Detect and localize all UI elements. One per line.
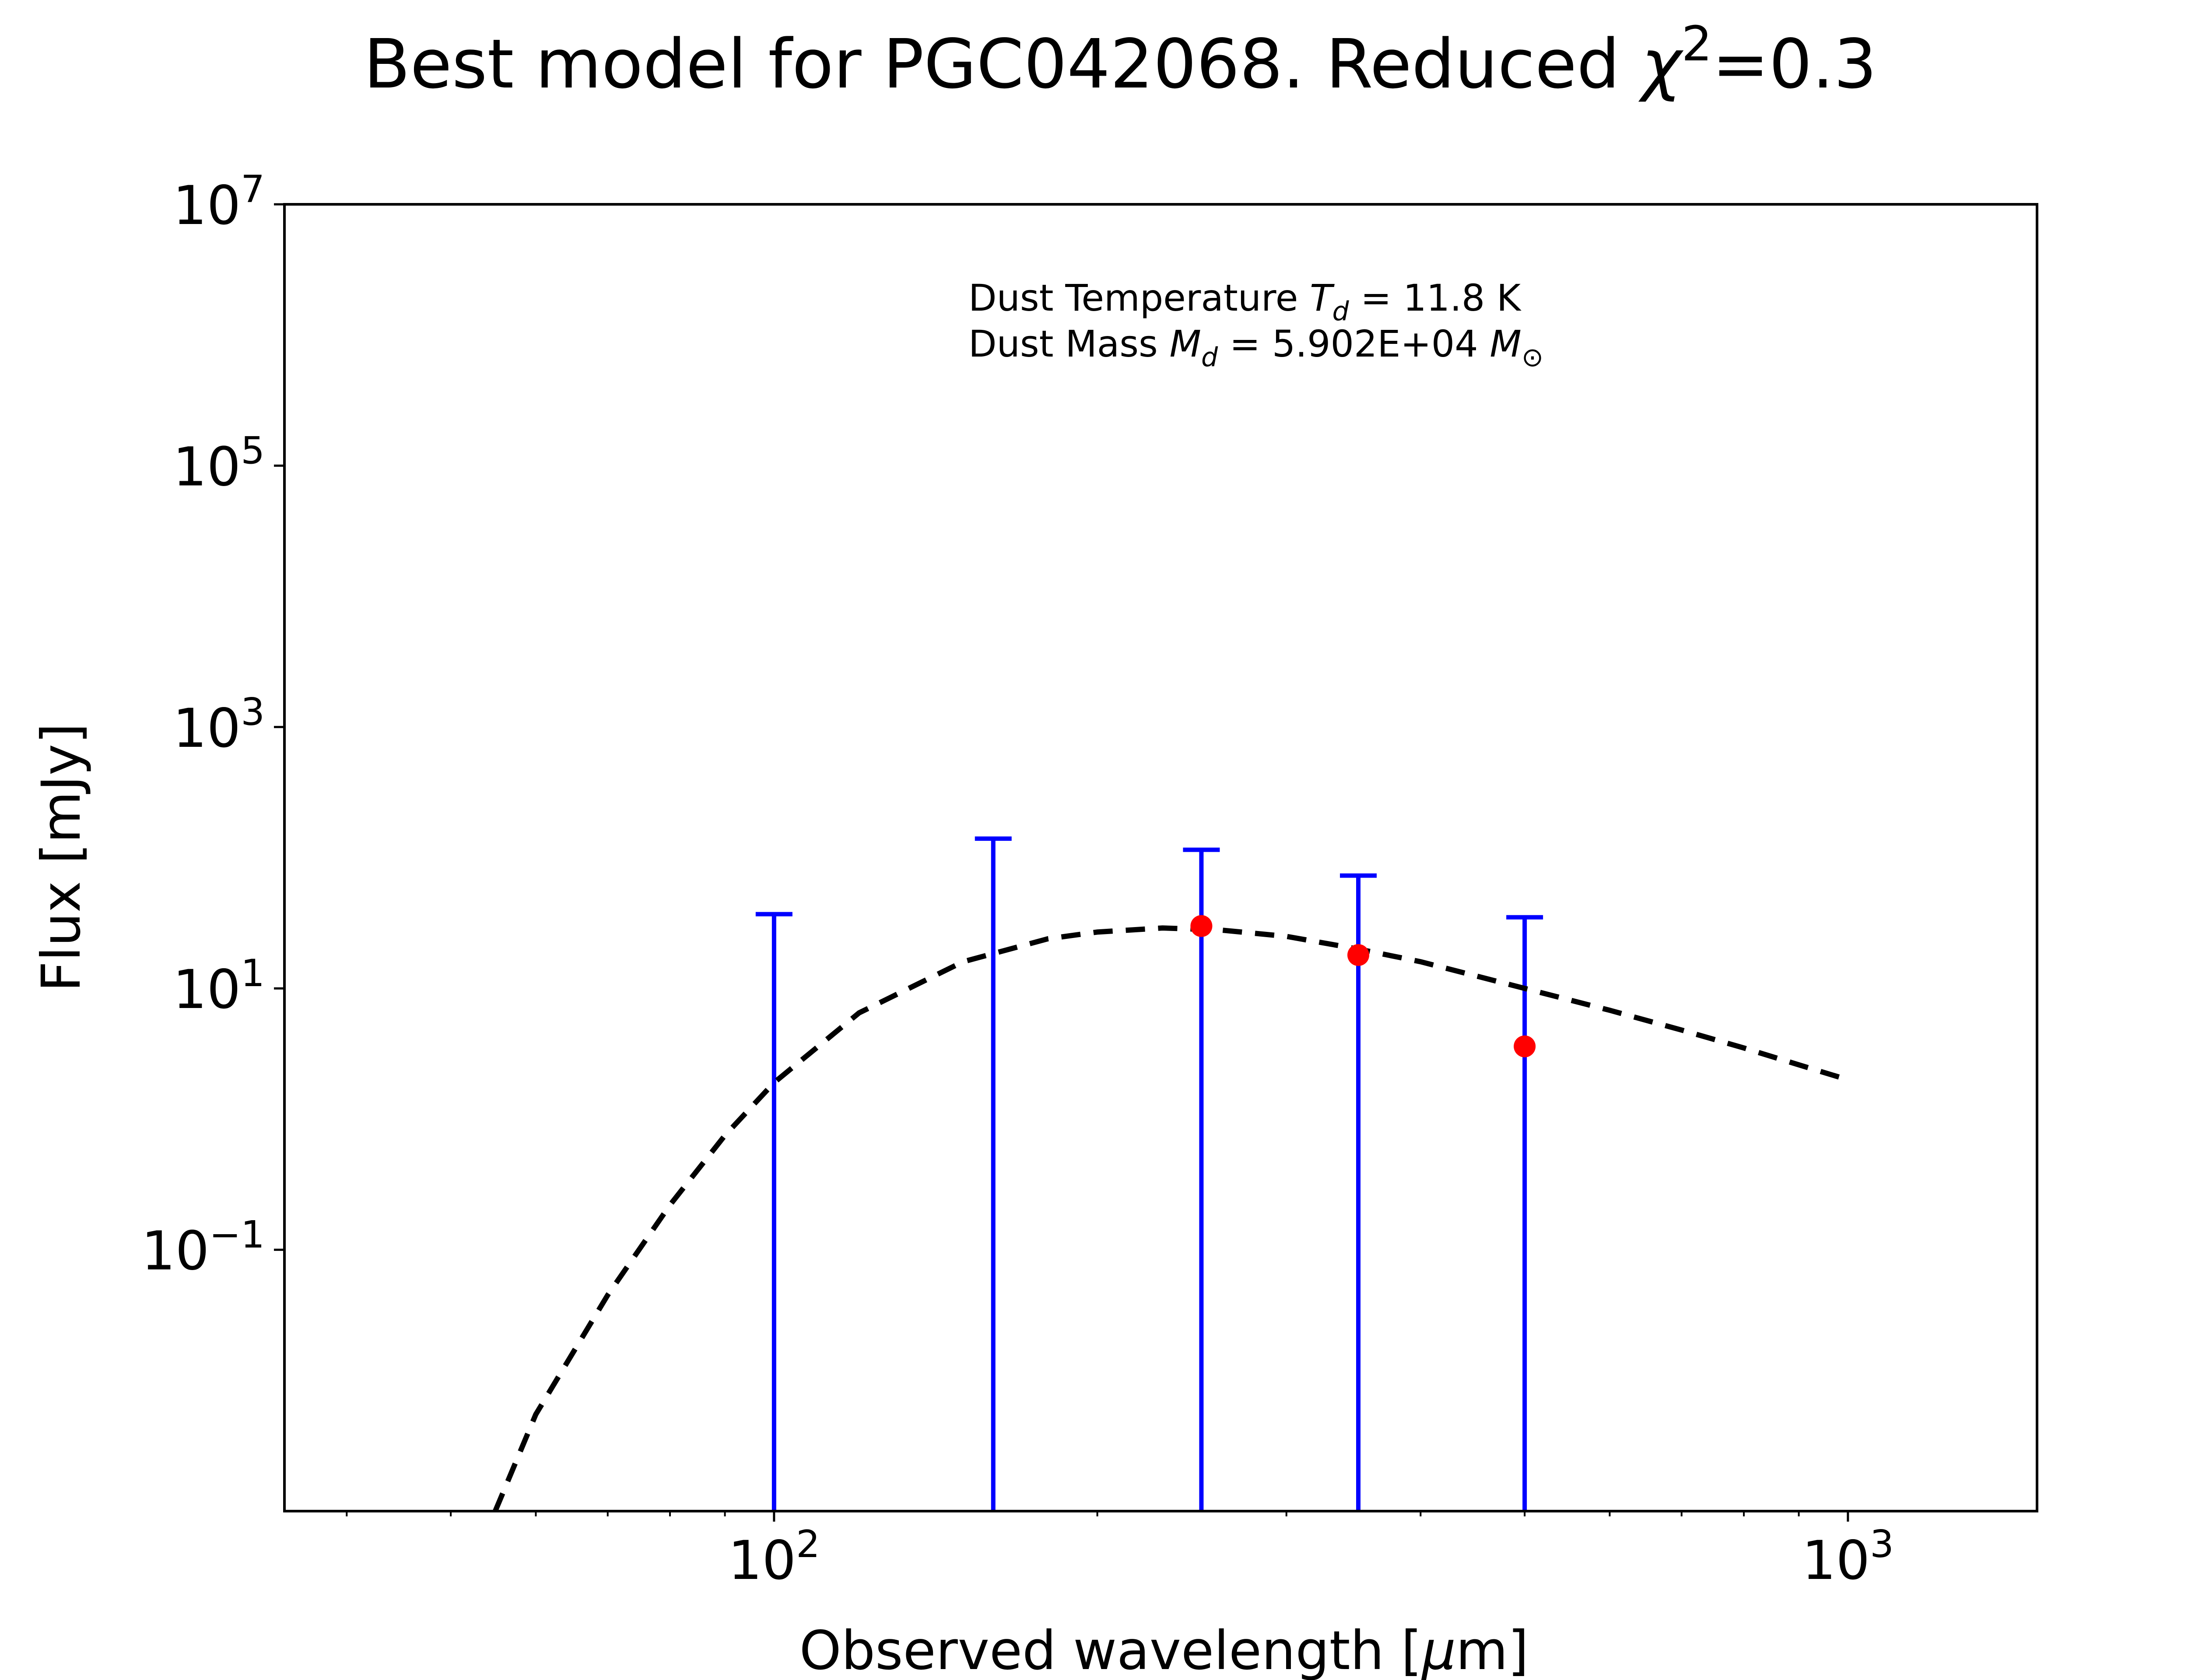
y-tick-label: 107: [173, 168, 265, 237]
model-curve: [493, 925, 1849, 1512]
dust-temperature-annotation: Dust Temperature Td = 11.8 K: [968, 276, 1522, 327]
plot-frame: [283, 203, 2038, 1512]
plot-area: [493, 836, 1849, 1512]
upper-limit-errorbar: [1183, 847, 1220, 1511]
y-tick-label: 10−1: [141, 1213, 265, 1282]
upper-limit-errorbar: [755, 912, 792, 1511]
y-tick-label: 105: [173, 429, 265, 498]
y-axis-label: Flux [mJy]: [30, 723, 92, 992]
y-tick-label: 101: [173, 952, 265, 1021]
y-tick-label: 103: [173, 690, 265, 760]
x-axis-label: Observed wavelength [μm]: [799, 1620, 1529, 1680]
x-tick-label: 103: [1802, 1522, 1894, 1592]
upper-limit-errorbar: [1506, 915, 1543, 1511]
flux-point: [1347, 944, 1370, 966]
upper-limit-errorbar: [1340, 873, 1377, 1511]
dust-mass-annotation: Dust Mass Md = 5.902E+04 M⊙: [968, 322, 1543, 373]
flux-point: [1190, 915, 1213, 937]
x-tick-label: 102: [728, 1522, 820, 1592]
upper-limit-errorbar: [975, 836, 1012, 1511]
chart-title: Best model for PGC042068. Reduced χ2=0.3: [364, 16, 1877, 104]
axis-ticks: 102 103 107 105 103 101 10−1: [141, 168, 1894, 1592]
flux-point: [1514, 1035, 1536, 1057]
